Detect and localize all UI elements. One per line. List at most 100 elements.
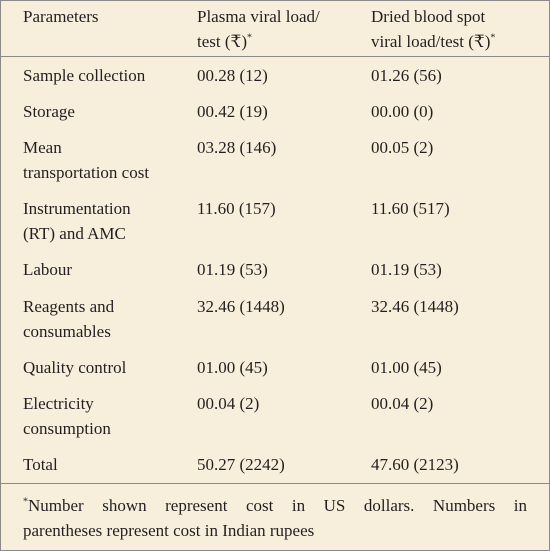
table-row: Reagents and consumables 32.46 (1448) 32.46… (1, 288, 549, 349)
table-cell: Electricity consumption (1, 391, 197, 441)
table-row: Total 50.27 (2242) 47.60 (2123) (1, 447, 549, 483)
cell-text: Electricity (23, 393, 94, 413)
cell-line: 50.27 (2242) (197, 452, 371, 477)
cell-text: 00.04 (2) (197, 393, 260, 413)
cell-line: transportation cost (23, 160, 197, 185)
cell-text: 00.28 (12) (197, 65, 268, 85)
table-cell: 32.46 (1448) (371, 294, 541, 344)
table-cell: 00.28 (12) (197, 63, 371, 88)
cell-line: Total (23, 452, 197, 477)
footnote-text: Number shown represent cost in US dollar… (28, 495, 527, 515)
table-cell: 50.27 (2242) (197, 452, 371, 477)
cell-text: Plasma viral load/ (197, 7, 320, 26)
cell-line: 01.26 (56) (371, 63, 541, 88)
table-cell: Mean transportation cost (1, 135, 197, 185)
cell-line: test (₹)* (197, 29, 371, 54)
cell-text: consumption (23, 418, 111, 438)
table-cell: 03.28 (146) (197, 135, 371, 185)
table-cell: 01.19 (53) (197, 257, 371, 282)
cell-line: 32.46 (1448) (371, 294, 541, 319)
cell-line: Instrumentation (23, 196, 197, 221)
cell-text: Total (23, 455, 58, 475)
table: Parameters Plasma viral load/test (₹)* Dri… (1, 1, 549, 483)
cell-line: viral load/test (₹)* (371, 29, 541, 54)
footnote-line: *Number shown represent cost in US dolla… (23, 493, 527, 518)
cell-text: 01.26 (56) (371, 65, 442, 85)
table-row: Electricity consumption 00.04 (2) 00.04 (2) (1, 385, 549, 446)
footnote-text: parentheses represent cost in Indian rup… (23, 520, 315, 540)
cell-line: 11.60 (517) (371, 196, 541, 221)
footnote-mark: * (490, 32, 496, 44)
cell-text: Sample collection (23, 65, 146, 85)
cell-line: 00.04 (2) (371, 391, 541, 416)
cell-text: viral load/test (₹) (371, 32, 491, 51)
cell-text: Parameters (23, 7, 99, 26)
table-cell: Storage (1, 99, 197, 124)
cell-line: Reagents and (23, 294, 197, 319)
table-cell: 32.46 (1448) (197, 294, 371, 344)
header-row: Parameters Plasma viral load/test (₹)* Dri… (1, 1, 549, 57)
table-cell: 00.04 (2) (371, 391, 541, 441)
cell-text: 11.60 (157) (197, 199, 276, 219)
cell-line: consumption (23, 416, 197, 441)
table-row: Labour 01.19 (53) 01.19 (53) (1, 252, 549, 288)
cell-line: Mean (23, 135, 197, 160)
table-cell: Labour (1, 257, 197, 282)
table-cell: 00.05 (2) (371, 135, 541, 185)
cell-line: Labour (23, 257, 197, 282)
cell-text: 00.04 (2) (371, 393, 434, 413)
table-cell: Instrumentation (RT) and AMC (1, 196, 197, 246)
table-row: Instrumentation (RT) and AMC 11.60 (157) 11… (1, 191, 549, 252)
cell-text: (RT) and AMC (23, 224, 126, 244)
cell-text: 01.00 (45) (197, 357, 268, 377)
table-cell: Reagents and consumables (1, 294, 197, 344)
cell-text: 50.27 (2242) (197, 455, 285, 475)
cell-text: consumables (23, 321, 111, 341)
cell-text: Instrumentation (23, 199, 131, 219)
cell-text: 00.05 (2) (371, 137, 434, 157)
cell-line: Quality control (23, 355, 197, 380)
footnote-line: parentheses represent cost in Indian rup… (23, 518, 527, 543)
cell-line: 01.19 (53) (371, 257, 541, 282)
table-cell: 11.60 (157) (197, 196, 371, 246)
cell-text: 32.46 (1448) (197, 296, 285, 316)
table-cell: 01.19 (53) (371, 257, 541, 282)
cell-text: Dried blood spot (371, 7, 486, 26)
cell-line: 00.28 (12) (197, 63, 371, 88)
table-row: Sample collection 00.28 (12) 01.26 (56) (1, 57, 549, 93)
table-row: Storage 00.42 (19) 00.00 (0) (1, 93, 549, 129)
cell-line: Storage (23, 99, 197, 124)
table-cell: Sample collection (1, 63, 197, 88)
cell-line: 01.19 (53) (197, 257, 371, 282)
cell-line: consumables (23, 319, 197, 344)
cell-text: Mean (23, 137, 62, 157)
header-cell: Plasma viral load/test (₹)* (197, 4, 371, 54)
cell-line: Dried blood spot (371, 4, 541, 29)
cell-text: Labour (23, 260, 73, 280)
cell-text: 01.00 (45) (371, 357, 442, 377)
cell-line: 01.00 (45) (197, 355, 371, 380)
footnote: *Number shown represent cost in US dolla… (1, 482, 549, 543)
cell-line: 32.46 (1448) (197, 294, 371, 319)
cell-line: 00.04 (2) (197, 391, 371, 416)
table-cell: 11.60 (517) (371, 196, 541, 246)
table-cell: 00.00 (0) (371, 99, 541, 124)
cell-line: Parameters (23, 4, 197, 29)
cell-text: Storage (23, 101, 75, 121)
cell-text: 00.00 (0) (371, 101, 434, 121)
cell-text: 00.42 (19) (197, 101, 268, 121)
table-cell: 47.60 (2123) (371, 452, 541, 477)
table-row: Quality control 01.00 (45) 01.00 (45) (1, 349, 549, 385)
cell-line: Sample collection (23, 63, 197, 88)
footnote-mark: * (23, 496, 28, 508)
cell-line: 00.42 (19) (197, 99, 371, 124)
cell-line: Electricity (23, 391, 197, 416)
table-row: Mean transportation cost 03.28 (146) 00.05 … (1, 129, 549, 190)
cell-text: 03.28 (146) (197, 137, 277, 157)
cell-text: test (₹) (197, 32, 247, 51)
cell-line: 47.60 (2123) (371, 452, 541, 477)
cell-text: 01.19 (53) (197, 260, 268, 280)
footnote-mark: * (247, 32, 252, 44)
cell-line: Plasma viral load/ (197, 4, 371, 29)
cell-text: 11.60 (517) (371, 199, 450, 219)
